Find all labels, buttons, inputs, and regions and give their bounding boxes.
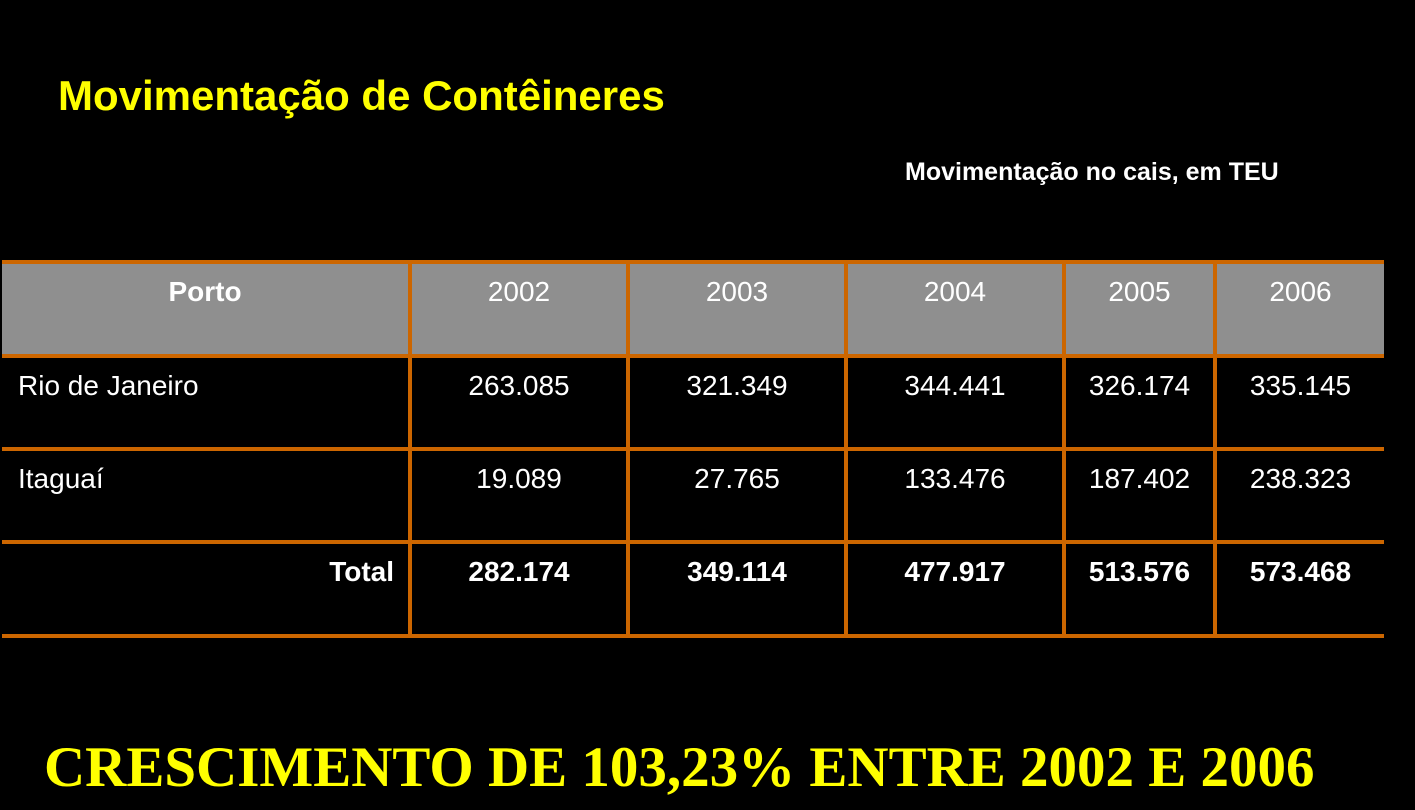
total-row: Total 282.174 349.114 477.917 513.576 57…: [2, 540, 1384, 638]
cell-value: 344.441: [844, 354, 1064, 451]
header-year: 2006: [1213, 260, 1384, 358]
growth-statement: CRESCIMENTO DE 103,23% ENTRE 2002 E 2006: [44, 736, 1315, 799]
total-value: 282.174: [408, 540, 628, 638]
table-row: Itaguaí 19.089 27.765 133.476 187.402 23…: [2, 447, 1384, 544]
total-label: Total: [2, 540, 410, 638]
port-name: Itaguaí: [2, 447, 410, 544]
header-year: 2004: [844, 260, 1064, 358]
port-name: Rio de Janeiro: [2, 354, 410, 451]
slide-title: Movimentação de Contêineres: [58, 72, 665, 119]
total-value: 573.468: [1213, 540, 1384, 638]
cell-value: 238.323: [1213, 447, 1384, 544]
cell-value: 326.174: [1062, 354, 1215, 451]
container-table: Porto 2002 2003 2004 2005 2006 Rio de Ja…: [2, 260, 1384, 638]
header-porto: Porto: [2, 260, 410, 358]
header-year: 2005: [1062, 260, 1215, 358]
total-value: 477.917: [844, 540, 1064, 638]
cell-value: 19.089: [408, 447, 628, 544]
total-value: 513.576: [1062, 540, 1215, 638]
table-subtitle: Movimentação no cais, em TEU: [905, 158, 1279, 186]
cell-value: 187.402: [1062, 447, 1215, 544]
total-value: 349.114: [626, 540, 846, 638]
cell-value: 335.145: [1213, 354, 1384, 451]
table-header-row: Porto 2002 2003 2004 2005 2006: [2, 260, 1384, 358]
header-year: 2002: [408, 260, 628, 358]
cell-value: 133.476: [844, 447, 1064, 544]
header-year: 2003: [626, 260, 846, 358]
cell-value: 321.349: [626, 354, 846, 451]
cell-value: 27.765: [626, 447, 846, 544]
cell-value: 263.085: [408, 354, 628, 451]
table-row: Rio de Janeiro 263.085 321.349 344.441 3…: [2, 354, 1384, 451]
